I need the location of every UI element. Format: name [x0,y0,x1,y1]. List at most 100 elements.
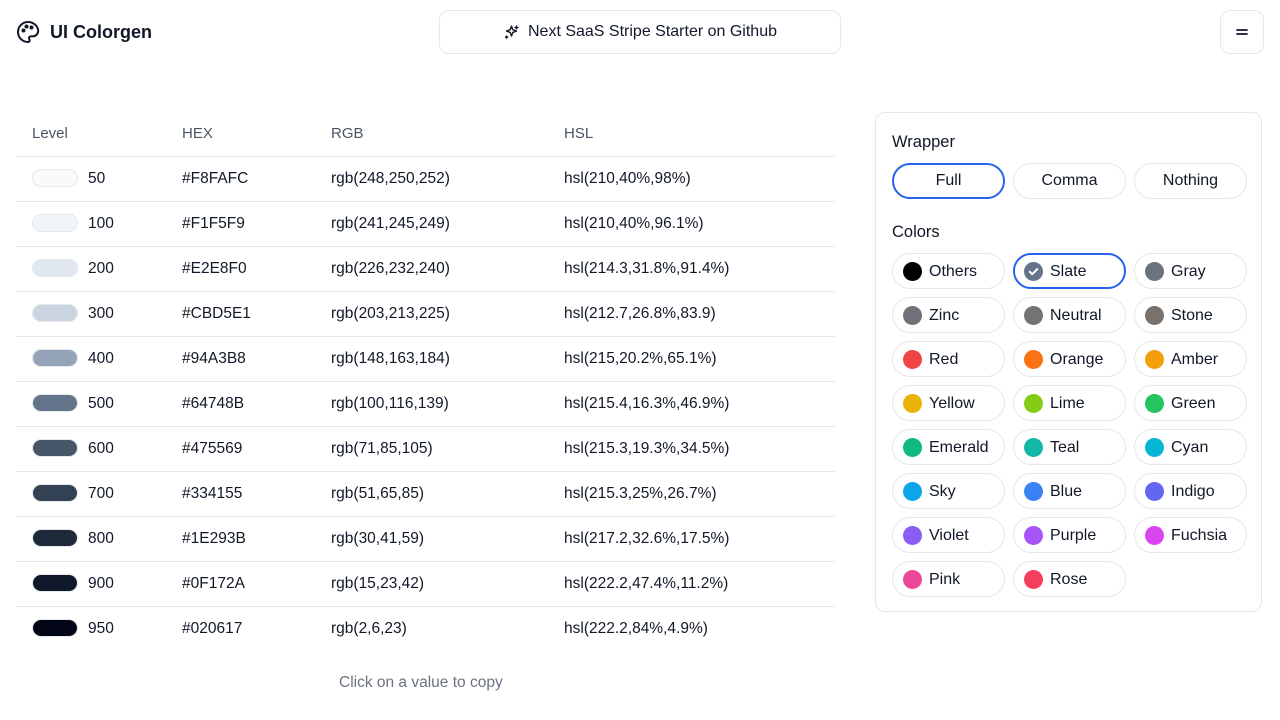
hsl-value[interactable]: hsl(222.2,84%,4.9%) [564,620,708,637]
hex-value[interactable]: #E2E8F0 [182,260,247,277]
wrapper-option-comma[interactable]: Comma [1013,163,1126,199]
color-option-fuchsia[interactable]: Fuchsia [1134,517,1247,553]
color-swatch[interactable] [32,439,78,457]
color-option-teal[interactable]: Teal [1013,429,1126,465]
app-title: UI Colorgen [50,21,152,42]
color-option-stone[interactable]: Stone [1134,297,1247,333]
table-header: Level HEX RGB HSL [16,112,835,157]
color-swatch[interactable] [32,349,78,367]
hex-value[interactable]: #020617 [182,620,243,637]
hsl-value[interactable]: hsl(215.3,25%,26.7%) [564,485,717,502]
hsl-value[interactable]: hsl(217.2,32.6%,17.5%) [564,530,730,547]
table-row: 500 #64748B rgb(100,116,139) hsl(215.4,16.3… [16,382,835,427]
rgb-value[interactable]: rgb(203,213,225) [331,305,450,322]
color-option-indigo[interactable]: Indigo [1134,473,1247,509]
color-swatch[interactable] [32,484,78,502]
hsl-value[interactable]: hsl(214.3,31.8%,91.4%) [564,260,730,277]
color-option-others[interactable]: Others [892,253,1005,289]
color-option-orange[interactable]: Orange [1013,341,1126,377]
rgb-value[interactable]: rgb(100,116,139) [331,395,449,412]
hex-value[interactable]: #1E293B [182,530,246,547]
hex-value[interactable]: #334155 [182,485,243,502]
hsl-value[interactable]: hsl(212.7,26.8%,83.9) [564,305,716,322]
table-row: 50 #F8FAFC rgb(248,250,252) hsl(210,40%,98%… [16,157,835,202]
color-option-violet[interactable]: Violet [892,517,1005,553]
color-swatch[interactable] [32,529,78,547]
color-option-label: Others [929,263,978,280]
rgb-value[interactable]: rgb(248,250,252) [331,170,450,187]
color-option-sky[interactable]: Sky [892,473,1005,509]
column-header-hex: HEX [182,125,213,142]
color-dot [903,394,922,413]
hsl-value[interactable]: hsl(215,20.2%,65.1%) [564,350,717,367]
color-option-lime[interactable]: Lime [1013,385,1126,421]
color-option-rose[interactable]: Rose [1013,561,1126,597]
color-swatch[interactable] [32,214,78,232]
color-option-red[interactable]: Red [892,341,1005,377]
hsl-value[interactable]: hsl(215.3,19.3%,34.5%) [564,440,730,457]
color-swatch[interactable] [32,619,78,637]
hex-value[interactable]: #475569 [182,440,243,457]
rgb-value[interactable]: rgb(226,232,240) [331,260,450,277]
hex-value[interactable]: #0F172A [182,575,245,592]
wrapper-option-full[interactable]: Full [892,163,1005,199]
github-promo-button[interactable]: Next SaaS Stripe Starter on Github [439,10,841,54]
color-option-label: Neutral [1050,307,1102,324]
rgb-value[interactable]: rgb(30,41,59) [331,530,425,547]
hex-value[interactable]: #94A3B8 [182,350,246,367]
app-logo[interactable]: UI Colorgen [16,20,152,44]
color-option-slate[interactable]: Slate [1013,253,1126,289]
copy-hint: Click on a value to copy [339,674,503,691]
color-swatch[interactable] [32,304,78,322]
table-row: 900 #0F172A rgb(15,23,42) hsl(222.2,47.4%,1… [16,562,835,607]
hex-value[interactable]: #F1F5F9 [182,215,245,232]
hex-value[interactable]: #64748B [182,395,245,412]
color-swatch[interactable] [32,394,78,412]
color-option-amber[interactable]: Amber [1134,341,1247,377]
hex-value[interactable]: #F8FAFC [182,170,249,187]
wrapper-option-nothing[interactable]: Nothing [1134,163,1247,199]
color-option-label: Indigo [1171,483,1215,500]
hex-value[interactable]: #CBD5E1 [182,305,251,322]
color-option-neutral[interactable]: Neutral [1013,297,1126,333]
color-dot [1145,394,1164,413]
color-option-gray[interactable]: Gray [1134,253,1247,289]
table-body: 50 #F8FAFC rgb(248,250,252) hsl(210,40%,98%… [16,157,835,651]
rgb-value[interactable]: rgb(241,245,249) [331,215,450,232]
rgb-value[interactable]: rgb(15,23,42) [331,575,425,592]
rgb-value[interactable]: rgb(71,85,105) [331,440,433,457]
rgb-value[interactable]: rgb(148,163,184) [331,350,450,367]
rgb-value[interactable]: rgb(2,6,23) [331,620,407,637]
hsl-value[interactable]: hsl(215.4,16.3%,46.9%) [564,395,730,412]
color-dot [903,350,922,369]
color-option-label: Stone [1171,307,1213,324]
level-cell: 600 [88,440,114,457]
sparkles-icon [503,24,520,41]
color-option-green[interactable]: Green [1134,385,1247,421]
color-option-yellow[interactable]: Yellow [892,385,1005,421]
color-dot [1145,482,1164,501]
color-swatch[interactable] [32,259,78,277]
color-option-label: Zinc [929,307,960,324]
color-option-emerald[interactable]: Emerald [892,429,1005,465]
color-swatch[interactable] [32,574,78,592]
color-dot [903,262,922,281]
color-option-label: Teal [1050,439,1080,456]
hsl-value[interactable]: hsl(222.2,47.4%,11.2%) [564,575,729,592]
color-option-label: Gray [1171,263,1206,280]
rgb-value[interactable]: rgb(51,65,85) [331,485,425,502]
top-bar: UI Colorgen Next SaaS Stripe Starter on … [0,0,1280,64]
hsl-value[interactable]: hsl(210,40%,96.1%) [564,215,704,232]
color-swatch[interactable] [32,169,78,187]
color-option-purple[interactable]: Purple [1013,517,1126,553]
color-option-zinc[interactable]: Zinc [892,297,1005,333]
hsl-value[interactable]: hsl(210,40%,98%) [564,170,691,187]
color-dot [1024,482,1043,501]
menu-button[interactable] [1220,10,1264,54]
color-dot [903,438,922,457]
table-row: 100 #F1F5F9 rgb(241,245,249) hsl(210,40%,96… [16,202,835,247]
color-option-pink[interactable]: Pink [892,561,1005,597]
color-dot [1024,306,1043,325]
color-option-blue[interactable]: Blue [1013,473,1126,509]
color-option-cyan[interactable]: Cyan [1134,429,1247,465]
